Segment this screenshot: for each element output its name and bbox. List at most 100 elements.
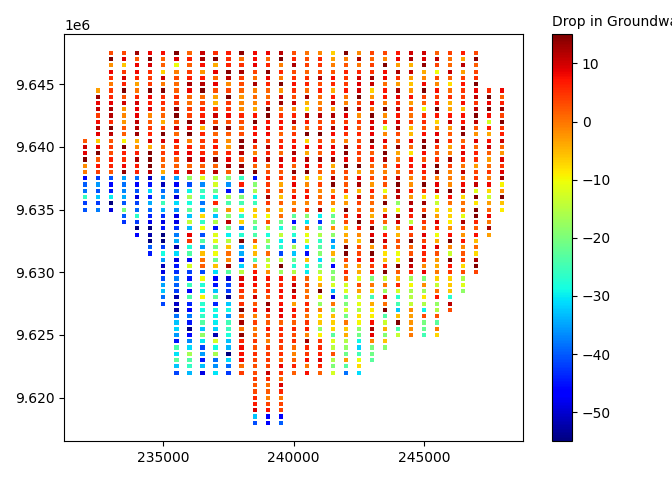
Point [419, 200, 429, 207]
Point [210, 275, 221, 282]
Point [210, 124, 221, 132]
Point [236, 250, 247, 257]
Point [288, 319, 299, 326]
Point [145, 118, 156, 126]
Point [249, 350, 260, 358]
Point [366, 243, 377, 251]
Point [380, 231, 390, 239]
Point [197, 256, 208, 264]
Point [431, 106, 442, 113]
Point [158, 49, 169, 57]
Point [197, 281, 208, 288]
Point [380, 337, 390, 345]
Point [327, 61, 338, 69]
Point [458, 162, 468, 169]
Point [301, 275, 312, 282]
Point [314, 275, 325, 282]
Point [197, 193, 208, 201]
Point [497, 124, 507, 132]
Point [380, 344, 390, 351]
Point [171, 131, 182, 138]
Point [458, 180, 468, 188]
Point [158, 162, 169, 169]
Point [406, 106, 417, 113]
Point [171, 49, 182, 57]
Point [380, 162, 390, 169]
Point [262, 99, 273, 107]
Point [445, 55, 456, 63]
Point [341, 106, 351, 113]
Point [419, 156, 429, 163]
Point [171, 99, 182, 107]
Point [301, 86, 312, 94]
Point [327, 80, 338, 88]
Point [458, 281, 468, 288]
Point [471, 149, 482, 157]
Point [419, 131, 429, 138]
Point [262, 174, 273, 182]
Point [210, 61, 221, 69]
Point [380, 61, 390, 69]
Point [484, 225, 495, 232]
Point [431, 294, 442, 301]
Point [184, 344, 195, 351]
Point [301, 112, 312, 120]
Point [431, 225, 442, 232]
Point [145, 112, 156, 120]
Point [314, 124, 325, 132]
Point [471, 212, 482, 220]
Point [392, 149, 403, 157]
Point [327, 250, 338, 257]
Point [276, 312, 286, 320]
Point [497, 131, 507, 138]
Point [353, 74, 364, 82]
Point [392, 180, 403, 188]
Point [301, 356, 312, 364]
Point [249, 68, 260, 75]
Point [197, 225, 208, 232]
Point [366, 112, 377, 120]
Point [210, 250, 221, 257]
Point [458, 256, 468, 264]
Point [119, 137, 130, 144]
Point [484, 137, 495, 144]
Point [171, 74, 182, 82]
Point [80, 200, 91, 207]
Point [132, 68, 142, 75]
Point [132, 200, 142, 207]
Point [366, 356, 377, 364]
Point [353, 369, 364, 376]
Point [197, 319, 208, 326]
Point [314, 93, 325, 101]
Point [327, 218, 338, 226]
Point [210, 187, 221, 194]
Point [223, 268, 234, 276]
Point [314, 206, 325, 214]
Point [158, 99, 169, 107]
Point [392, 331, 403, 339]
Point [419, 212, 429, 220]
Point [93, 174, 103, 182]
Point [249, 300, 260, 308]
Point [353, 337, 364, 345]
Point [288, 162, 299, 169]
Point [276, 319, 286, 326]
Point [314, 112, 325, 120]
Point [471, 168, 482, 176]
Point [197, 61, 208, 69]
Point [262, 86, 273, 94]
Point [471, 74, 482, 82]
Point [158, 187, 169, 194]
Point [276, 131, 286, 138]
Point [406, 237, 417, 245]
Point [458, 225, 468, 232]
Point [236, 137, 247, 144]
Point [366, 200, 377, 207]
Point [249, 225, 260, 232]
Point [380, 193, 390, 201]
Point [249, 106, 260, 113]
Point [262, 193, 273, 201]
Point [366, 306, 377, 314]
Point [210, 319, 221, 326]
Point [341, 112, 351, 120]
